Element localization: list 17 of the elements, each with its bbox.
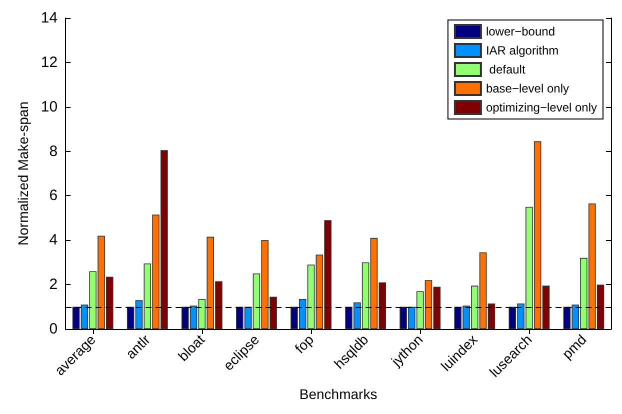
y-tick-label: 4 xyxy=(49,232,58,249)
legend-label: optimizing−level only xyxy=(486,100,598,114)
y-tick-label: 8 xyxy=(49,142,58,160)
y-tick-label: 6 xyxy=(49,187,58,204)
y-tick-label: 0 xyxy=(49,320,58,338)
x-tick-label: fop xyxy=(292,331,317,356)
y-tick-label: 14 xyxy=(40,10,58,26)
legend-label: default xyxy=(486,62,526,76)
y-axis-title: Normalized Make-span xyxy=(15,102,31,246)
y-tick-label: 12 xyxy=(40,54,58,71)
y-tick-label: 2 xyxy=(49,276,58,294)
y-tick-label: 10 xyxy=(40,98,58,116)
x-axis-title: Benchmarks xyxy=(299,386,378,402)
legend-label: IAR algorithm xyxy=(486,44,559,58)
x-tick-label: antlr xyxy=(122,331,154,362)
legend-label: base−level only xyxy=(486,82,570,96)
legend-label: lower−bound xyxy=(486,24,556,38)
